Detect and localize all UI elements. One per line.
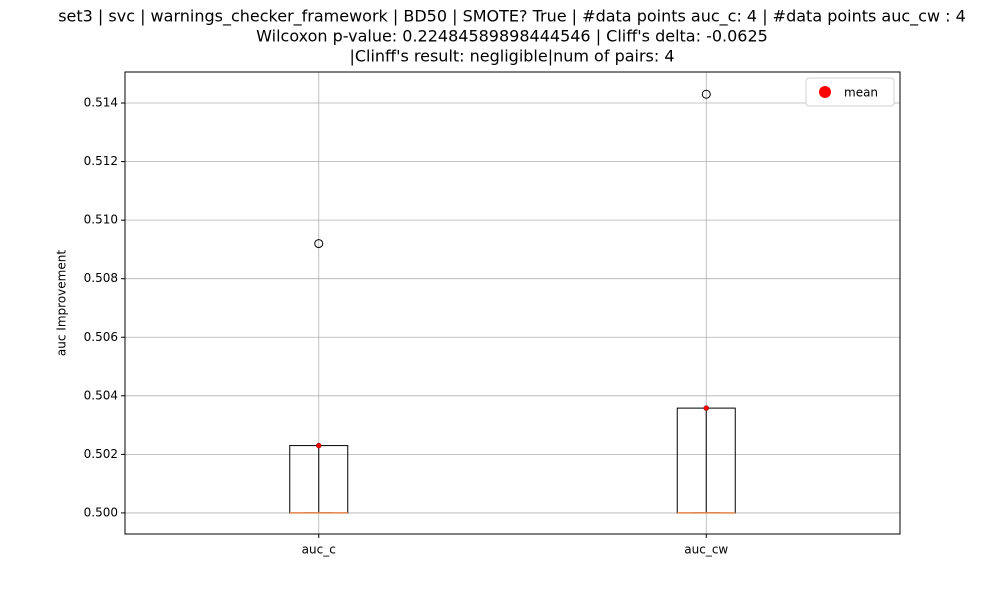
y-tick-label: 0.508 [84, 271, 118, 285]
chart-title: set3 | svc | warnings_checker_framework … [58, 7, 966, 27]
chart-title: |Clinff's result: negligible|num of pair… [349, 47, 674, 66]
y-tick-label: 0.510 [84, 213, 118, 227]
plot-frame [124, 71, 901, 535]
flier [314, 239, 324, 249]
y-tick-label: 0.512 [84, 154, 118, 168]
mean-marker [316, 442, 322, 449]
legend-box [805, 77, 895, 107]
y-tick-label: 0.514 [84, 96, 118, 110]
legend-marker [819, 86, 831, 98]
legend-label: mean [844, 86, 878, 100]
y-tick-label: 0.506 [84, 330, 118, 344]
chart-title: Wilcoxon p-value: 0.22484589898444546 | … [256, 27, 768, 46]
x-tick-label: auc_c [302, 543, 336, 557]
y-tick-label: 0.504 [84, 388, 118, 402]
x-tick-label: auc_cw [684, 543, 728, 557]
mean-marker [703, 405, 709, 411]
y-axis-label: auc Improvement [55, 250, 69, 356]
y-tick-label: 0.500 [84, 505, 118, 519]
flier [701, 89, 711, 99]
y-tick-label: 0.502 [84, 447, 118, 461]
